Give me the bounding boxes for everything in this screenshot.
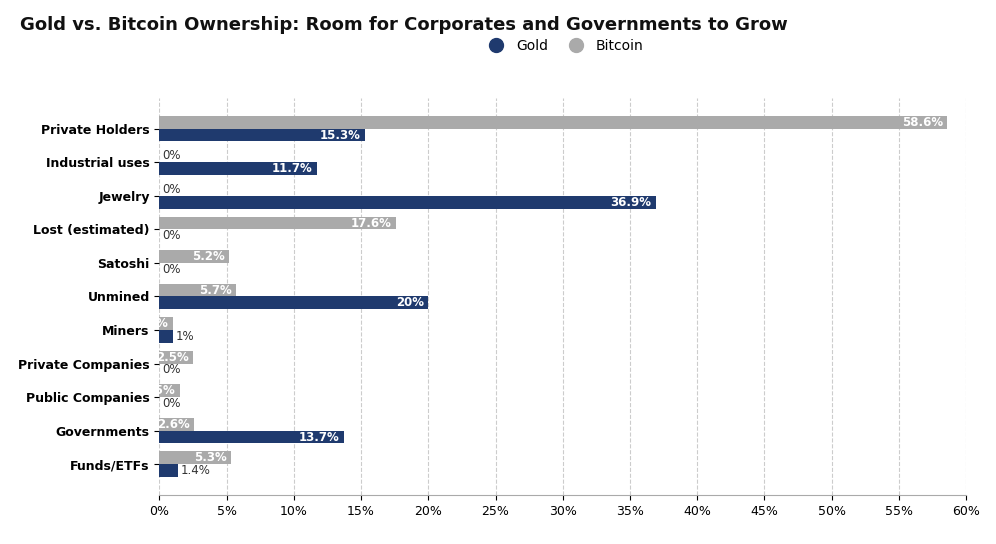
Bar bbox=[159, 452, 231, 464]
Bar bbox=[159, 351, 193, 363]
Legend: Gold, Bitcoin: Gold, Bitcoin bbox=[477, 33, 648, 59]
Text: 17.6%: 17.6% bbox=[352, 217, 392, 230]
Bar bbox=[159, 129, 366, 141]
Bar bbox=[159, 418, 194, 431]
Text: 0%: 0% bbox=[162, 397, 180, 410]
Text: 1.5%: 1.5% bbox=[142, 384, 175, 397]
Text: 0%: 0% bbox=[162, 263, 180, 276]
Bar bbox=[159, 284, 236, 296]
Text: 2.5%: 2.5% bbox=[156, 351, 189, 364]
Bar bbox=[159, 296, 428, 309]
Text: 0%: 0% bbox=[162, 363, 180, 376]
Bar bbox=[159, 217, 396, 230]
Bar bbox=[159, 385, 179, 397]
Bar bbox=[159, 464, 178, 477]
Text: 2.6%: 2.6% bbox=[157, 418, 190, 431]
Text: Gold vs. Bitcoin Ownership: Room for Corporates and Governments to Grow: Gold vs. Bitcoin Ownership: Room for Cor… bbox=[20, 16, 788, 34]
Text: 11.7%: 11.7% bbox=[272, 162, 313, 175]
Text: 1%: 1% bbox=[148, 317, 168, 330]
Text: 36.9%: 36.9% bbox=[611, 196, 651, 209]
Text: 5.3%: 5.3% bbox=[194, 452, 227, 465]
Bar bbox=[159, 330, 173, 343]
Bar bbox=[159, 116, 947, 129]
Bar bbox=[159, 431, 344, 443]
Bar bbox=[159, 317, 173, 330]
Text: 5.2%: 5.2% bbox=[192, 250, 225, 263]
Bar bbox=[159, 250, 229, 263]
Text: 1%: 1% bbox=[175, 330, 194, 343]
Text: 0%: 0% bbox=[162, 229, 180, 242]
Text: 13.7%: 13.7% bbox=[299, 430, 340, 443]
Text: 0%: 0% bbox=[162, 183, 180, 196]
Text: 15.3%: 15.3% bbox=[320, 128, 362, 141]
Text: 0%: 0% bbox=[162, 150, 180, 163]
Text: 58.6%: 58.6% bbox=[902, 116, 943, 129]
Bar bbox=[159, 196, 655, 208]
Text: 1.4%: 1.4% bbox=[181, 464, 211, 477]
Text: 5.7%: 5.7% bbox=[199, 283, 232, 296]
Bar bbox=[159, 162, 317, 175]
Text: 20%: 20% bbox=[396, 296, 424, 310]
